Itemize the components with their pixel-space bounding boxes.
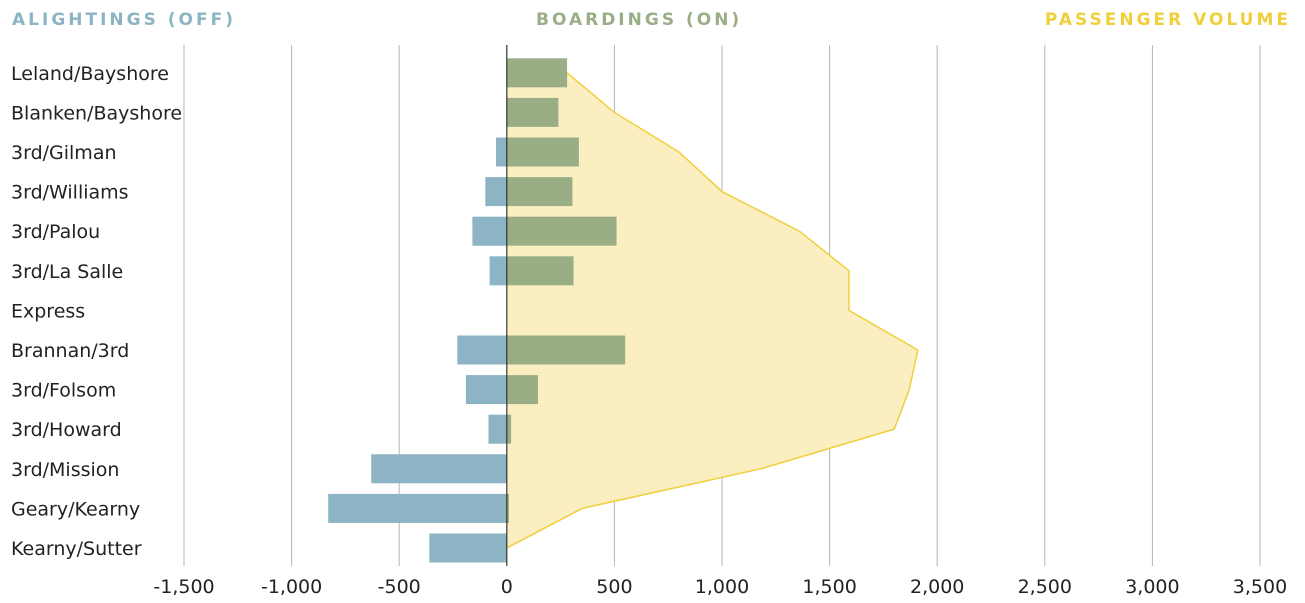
category-label: Express — [11, 300, 85, 322]
x-tick-label: 0 — [501, 576, 513, 598]
legend-alightings: ALIGHTINGS (OFF) — [12, 10, 236, 30]
x-tick-label: 1,000 — [695, 576, 749, 598]
tick-labels: -1,500 -1,000 -500 0 500 1,000 1,500 2,000 2,500… — [153, 576, 1287, 598]
boarding-bar — [506, 414, 512, 444]
category-label: 3rd/Palou — [11, 221, 100, 243]
alighting-bar — [488, 414, 507, 444]
alighting-bar — [429, 533, 507, 563]
x-tick-label: 500 — [596, 576, 632, 598]
boarding-bar — [506, 137, 579, 167]
legend-boardings: BOARDINGS (ON) — [536, 10, 743, 30]
boarding-bar — [506, 375, 539, 405]
x-tick-label: -500 — [378, 576, 421, 598]
boarding-bar — [506, 335, 626, 365]
boarding-bar — [506, 97, 559, 127]
volume-area-layer — [506, 72, 919, 549]
alighting-bar — [489, 256, 507, 286]
alighting-bar — [496, 137, 507, 167]
category-label: Brannan/3rd — [11, 340, 129, 362]
x-tick-label: 2,500 — [1018, 576, 1072, 598]
volume-line — [506, 72, 919, 549]
gridlines — [183, 45, 1261, 566]
alighting-bar — [485, 177, 507, 207]
boarding-bar — [506, 58, 568, 88]
alighting-bar — [472, 216, 507, 246]
category-label: 3rd/Mission — [11, 459, 119, 481]
category-label: 3rd/Howard — [11, 419, 122, 441]
legend-passenger-volume: PASSENGER VOLUME — [1044, 10, 1291, 30]
boarding-bar — [506, 216, 617, 246]
category-label: Kearny/Sutter — [11, 538, 142, 560]
x-tick-label: -1,000 — [261, 576, 322, 598]
category-label: 3rd/La Salle — [11, 261, 123, 283]
category-label: Leland/Bayshore — [11, 63, 169, 85]
category-label: 3rd/Gilman — [11, 142, 117, 164]
alighting-bar — [328, 493, 507, 523]
x-tick-label: 3,500 — [1233, 576, 1287, 598]
volume-area — [506, 72, 918, 549]
category-label: Blanken/Bayshore — [11, 102, 182, 124]
bar-layer — [328, 58, 626, 563]
x-tick-label: 1,500 — [802, 576, 856, 598]
x-tick-label: -1,500 — [153, 576, 214, 598]
boarding-bar — [506, 493, 509, 523]
category-labels: Leland/Bayshore Blanken/Bayshore 3rd/Gilma… — [11, 63, 182, 560]
x-tick-label: 2,000 — [910, 576, 964, 598]
boarding-bar — [506, 256, 574, 286]
category-label: 3rd/Folsom — [11, 380, 116, 402]
x-tick-label: 3,000 — [1125, 576, 1179, 598]
category-label: Geary/Kearny — [11, 498, 140, 520]
alighting-bar — [465, 375, 507, 405]
alighting-bar — [457, 335, 507, 365]
category-label: 3rd/Williams — [11, 182, 129, 204]
boarding-bar — [506, 177, 573, 207]
alighting-bar — [371, 454, 507, 484]
